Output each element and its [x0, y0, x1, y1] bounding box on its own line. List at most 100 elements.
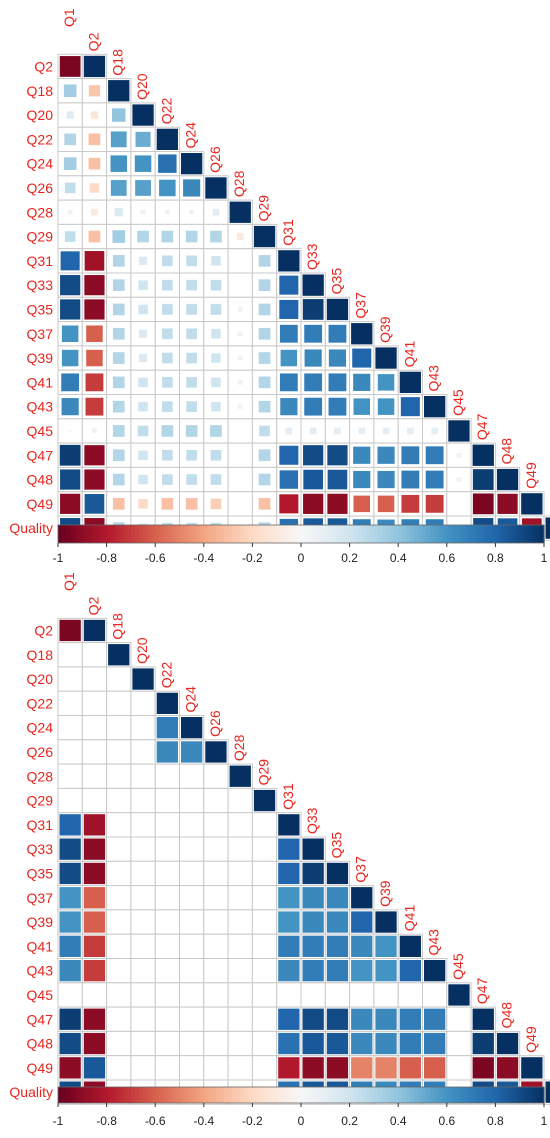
corr-cell-Q2-Q1: [60, 56, 81, 77]
column-label: Q26: [207, 710, 223, 737]
corr-cell-Q26-Q26: [205, 741, 226, 762]
colorbar-segment: [410, 525, 415, 543]
colorbar-segment: [301, 525, 306, 543]
colorbar-segment: [358, 525, 363, 543]
cell-border: [107, 861, 131, 885]
corr-cell-Q33-Q31: [279, 276, 298, 295]
cell-border: [398, 983, 422, 1007]
corr-cell-Q2-Q2: [84, 56, 105, 77]
cell-border: [155, 788, 179, 812]
corr-cell-Q45-Q43: [431, 428, 438, 435]
colorbar-tick-label: 0.4: [390, 551, 407, 565]
corr-cell-Q43-Q2: [86, 398, 104, 416]
colorbar-segment: [147, 525, 152, 543]
corr-cell-Q47-Q1: [60, 1009, 81, 1030]
colorbar-segment: [82, 525, 87, 543]
corr-cell-Q35-Q1: [60, 863, 81, 884]
cell-border: [82, 716, 106, 740]
colorbar-segment: [277, 1087, 282, 1103]
corr-cell-Q41-Q41: [400, 936, 421, 957]
corr-cell-Q48-Q35: [328, 470, 348, 490]
corr-cell-Q49-Q41: [401, 495, 419, 513]
colorbar-segment: [155, 525, 160, 543]
corr-cell-Q49-Q20: [138, 499, 148, 509]
colorbar-segment: [378, 1087, 383, 1103]
colorbar-segment: [159, 1087, 164, 1103]
corr-cell-Q43-Q41: [401, 397, 420, 416]
colorbar-segment: [90, 525, 95, 543]
cell-border: [58, 740, 82, 764]
corr-cell-Q48-Q31: [278, 1033, 299, 1054]
colorbar-segment: [248, 1087, 253, 1103]
colorbar-segment: [386, 525, 391, 543]
corr-cell-Q47-Q2: [84, 445, 104, 465]
cell-border: [107, 764, 131, 788]
row-label: Q41: [27, 938, 54, 954]
colorbar-segment: [200, 1087, 205, 1103]
corr-cell-Q20-Q20: [132, 104, 153, 125]
corr-cell-Q39-Q39: [375, 911, 396, 932]
colorbar-segment: [350, 525, 355, 543]
cell-border: [131, 861, 155, 885]
corr-cell-Q31-Q2: [85, 251, 105, 271]
colorbar-segment: [374, 525, 379, 543]
colorbar-segment: [240, 1087, 245, 1103]
corr-cell-Q49-Q1: [60, 494, 80, 514]
colorbar-segment: [427, 1087, 432, 1103]
colorbar-segment: [443, 1087, 448, 1103]
cell-border: [350, 983, 374, 1007]
colorbar-segment: [86, 1087, 91, 1103]
corr-cell-Q33-Q29: [259, 279, 271, 291]
colorbar-tick-label: 0.4: [390, 1114, 407, 1128]
corr-cell-Q26-Q26: [205, 177, 226, 198]
colorbar-segment: [273, 1087, 278, 1103]
corr-cell-Q43-Q37: [354, 398, 370, 414]
corr-cell-Q49-Q47: [473, 493, 494, 514]
colorbar-segment: [188, 1087, 193, 1103]
cell-border: [228, 910, 252, 934]
cell-border: [107, 788, 131, 812]
cell-border: [131, 1031, 155, 1055]
colorbar-segment: [111, 1087, 116, 1103]
corr-cell-Q48-Q26: [211, 474, 222, 485]
corr-cell-Q29-Q26: [210, 231, 222, 243]
colorbar-segment: [504, 1087, 509, 1103]
corr-cell-Q48-Q45: [457, 477, 462, 482]
row-label: Q24: [27, 720, 54, 736]
colorbar-segment: [528, 1087, 533, 1103]
corr-cell-Q45-Q35: [334, 428, 341, 435]
corr-cell-Q39-Q31: [278, 911, 299, 932]
corr-cell-Q35-Q33: [303, 299, 324, 320]
colorbar-segment: [475, 525, 480, 543]
corr-cell-Q39-Q31: [281, 350, 297, 366]
cell-border: [252, 886, 276, 910]
cell-border: [180, 983, 204, 1007]
corr-cell-Q31-Q31: [278, 814, 299, 835]
column-label: Q20: [134, 637, 150, 664]
row-label: Q43: [27, 399, 54, 415]
colorbar-tick-label: 0: [298, 1114, 305, 1128]
cell-border: [107, 1007, 131, 1031]
corr-cell-Q43-Q18: [113, 401, 125, 413]
corr-cell-Q48-Q2: [84, 1033, 105, 1054]
corr-cell-Q37-Q31: [278, 887, 299, 908]
column-label: Q31: [280, 219, 296, 246]
colorbar-segment: [495, 525, 500, 543]
corr-cell-Q47-Q37: [351, 1009, 372, 1030]
cell-border: [107, 740, 131, 764]
corr-cell-Q47-Q43: [426, 446, 444, 464]
corr-cell-Q41-Q26: [211, 378, 221, 388]
colorbar-segment: [346, 525, 351, 543]
corr-cell-Q37-Q18: [113, 328, 125, 340]
row-label: Q31: [27, 253, 54, 269]
corr-cell-Q48-Q39: [375, 1033, 396, 1054]
colorbar-segment: [491, 525, 496, 543]
colorbar-segment: [325, 525, 330, 543]
colorbar-segment: [269, 525, 274, 543]
colorbar-segment: [350, 1087, 355, 1103]
colorbar-segment: [382, 525, 387, 543]
colorbar-segment: [479, 525, 484, 543]
column-label: Q24: [183, 122, 199, 149]
colorbar-segment: [244, 525, 249, 543]
colorbar-segment: [536, 1087, 541, 1103]
